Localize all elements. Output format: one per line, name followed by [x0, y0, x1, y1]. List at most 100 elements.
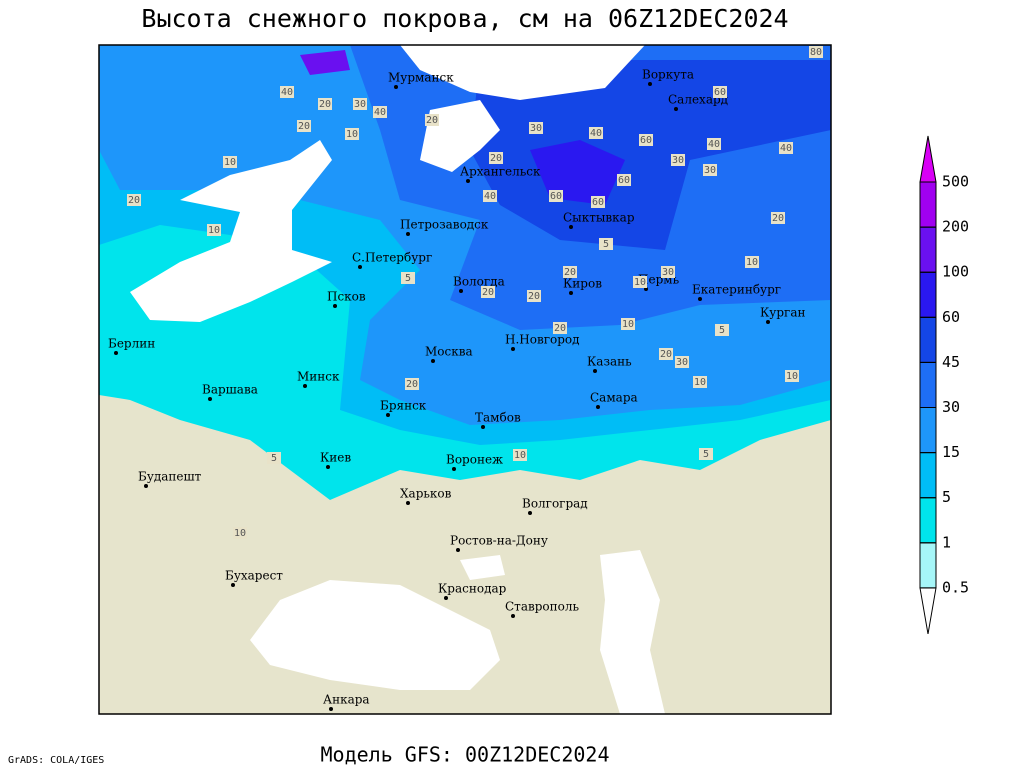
city-marker — [431, 359, 435, 363]
city-label: Ростов-на-Дону — [450, 534, 548, 548]
colorbar-box — [919, 181, 937, 228]
snow-zone — [470, 60, 831, 250]
contour-label: 60 — [618, 175, 630, 186]
city-marker — [674, 107, 678, 111]
contour-label-bg — [639, 134, 653, 146]
contour-label: 20 — [528, 291, 540, 302]
contour-label-bg — [481, 286, 495, 298]
city-label: Бухарест — [225, 569, 283, 583]
colorbar-box — [919, 361, 937, 408]
contour-label: 10 — [224, 157, 236, 168]
contour-label-bg — [745, 256, 759, 268]
colorbar-box — [919, 271, 937, 318]
city-label: Петрозаводск — [400, 218, 489, 232]
contour-label-bg — [713, 86, 727, 98]
city-label: Варшава — [202, 383, 258, 397]
city-label: Минск — [297, 370, 340, 384]
contour-label: 20 — [298, 121, 310, 132]
colorbar-box — [919, 452, 937, 499]
contour-label-bg — [529, 122, 543, 134]
city-marker — [456, 548, 460, 552]
colorbar-label: 15 — [942, 443, 960, 461]
contour-label: 40 — [708, 139, 720, 150]
city-label: Берлин — [108, 337, 155, 351]
city-label: Краснодар — [438, 582, 507, 596]
city-label: Ставрополь — [505, 600, 579, 614]
contour-label: 60 — [640, 135, 652, 146]
city-marker — [528, 511, 532, 515]
city-label: Вологда — [453, 275, 505, 289]
city-marker — [208, 397, 212, 401]
contour-label: 80 — [810, 47, 822, 58]
city-label: Будапешт — [138, 470, 202, 484]
colorbar-label: 45 — [942, 353, 960, 371]
contour-label-bg — [699, 448, 713, 460]
contour-label: 10 — [622, 319, 634, 330]
city-marker — [466, 179, 470, 183]
city-label: Мурманск — [388, 71, 454, 85]
contour-label: 30 — [530, 123, 542, 134]
city-label: Тамбов — [475, 411, 521, 425]
city-marker — [114, 351, 118, 355]
contour-label: 40 — [590, 128, 602, 139]
map-frame — [98, 44, 832, 715]
contour-label-bg — [425, 114, 439, 126]
contour-label: 40 — [374, 107, 386, 118]
city-label: Псков — [327, 290, 366, 304]
contour-label-bg — [483, 190, 497, 202]
city-marker — [406, 232, 410, 236]
city-label: Харьков — [400, 487, 452, 501]
snow-zone — [530, 140, 625, 205]
city-label: Казань — [587, 355, 632, 369]
contour-label-bg — [267, 452, 281, 464]
city-marker — [511, 347, 515, 351]
contour-label-bg — [489, 152, 503, 164]
contour-label: 10 — [208, 225, 220, 236]
city-marker — [144, 484, 148, 488]
contour-label: 20 — [482, 287, 494, 298]
city-marker — [698, 297, 702, 301]
contour-label-bg — [223, 156, 237, 168]
contour-label: 30 — [676, 357, 688, 368]
contour-label-bg — [297, 120, 311, 132]
contour-label: 40 — [281, 87, 293, 98]
colorbar-label: 0.5 — [942, 578, 969, 596]
city-label: Н.Новгород — [505, 333, 580, 347]
contour-label: 5 — [405, 273, 411, 284]
contour-label: 20 — [319, 99, 331, 110]
city-label: Брянск — [380, 399, 427, 413]
contour-label-bg — [671, 154, 685, 166]
colorbar-box — [919, 542, 937, 589]
contour-label-bg — [127, 194, 141, 206]
contour-label: 5 — [703, 449, 709, 460]
contour-label-bg — [553, 322, 567, 334]
city-marker — [452, 467, 456, 471]
contour-label-bg — [715, 324, 729, 336]
contour-label-bg — [318, 98, 332, 110]
city-marker — [511, 614, 515, 618]
city-label: Киев — [320, 451, 351, 465]
sea — [600, 550, 665, 714]
title: Высота снежного покрова, см на 06Z12DEC2… — [141, 4, 788, 33]
city-label: Москва — [425, 345, 473, 359]
contour-label-bg — [207, 224, 221, 236]
colorbar-box — [919, 497, 937, 544]
contour-label-bg — [233, 527, 247, 539]
contour-label: 10 — [786, 371, 798, 382]
contour-label: 20 — [128, 195, 140, 206]
contour-label: 20 — [772, 213, 784, 224]
contour-label-bg — [621, 318, 635, 330]
city-label: Самара — [590, 391, 638, 405]
city-label: С.Петербург — [352, 251, 432, 265]
contour-label: 20 — [554, 323, 566, 334]
city-marker — [231, 583, 235, 587]
contour-label-bg — [693, 376, 707, 388]
contour-label-bg — [675, 356, 689, 368]
contour-label-bg — [591, 196, 605, 208]
contour-label: 30 — [662, 267, 674, 278]
colorbar-tip — [919, 135, 937, 183]
contour-label-bg — [703, 164, 717, 176]
sea — [420, 100, 500, 172]
contour-label: 10 — [694, 377, 706, 388]
contour-label: 10 — [346, 129, 358, 140]
